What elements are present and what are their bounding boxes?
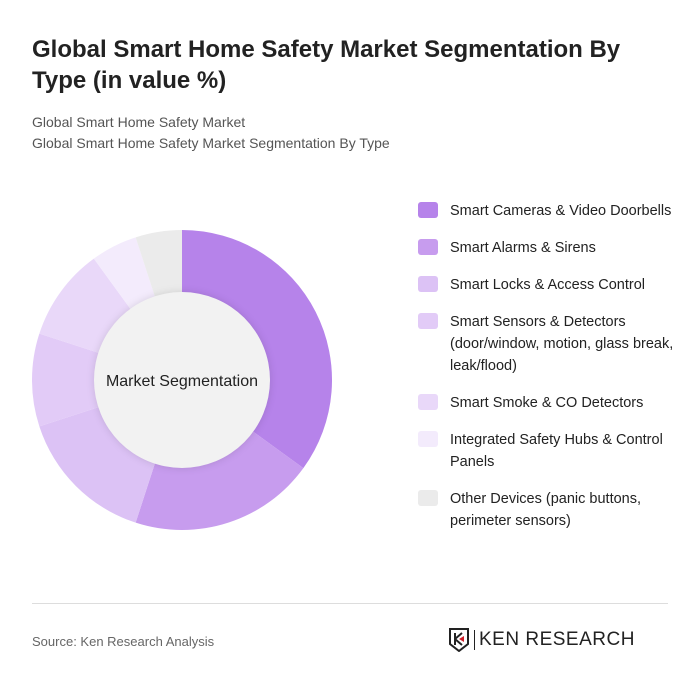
legend-swatch	[418, 276, 438, 292]
logo-icon	[449, 628, 469, 652]
legend-item: Smart Cameras & Video Doorbells	[418, 200, 678, 222]
donut-slice	[135, 230, 182, 304]
legend-label: Other Devices (panic buttons, perimeter …	[450, 491, 642, 529]
legend-label: Smart Alarms & Sirens	[450, 240, 596, 256]
chart-title: Global Smart Home Safety Market Segmenta…	[32, 36, 621, 94]
legend-label: Smart Cameras & Video Doorbells	[450, 203, 672, 219]
legend-label: Smart Smoke & CO Detectors	[450, 395, 644, 411]
legend-swatch	[418, 490, 438, 506]
legend-item: Other Devices (panic buttons, perimeter …	[418, 488, 678, 532]
source-note: Source: Ken Research Analysis	[32, 634, 215, 649]
legend-item: Integrated Safety Hubs & Control Panels	[418, 429, 678, 473]
legend: Smart Cameras & Video Doorbells Smart Ala…	[418, 200, 678, 547]
center-label: Market Segmentation	[106, 373, 258, 390]
legend-swatch	[418, 394, 438, 410]
legend-label: Smart Locks & Access Control	[450, 277, 646, 293]
donut-slice	[135, 427, 304, 530]
donut-slice	[93, 237, 158, 316]
ken-research-logo: KEN RESEARCH	[448, 628, 635, 652]
legend-swatch	[418, 202, 438, 218]
legend-label: Integrated Safety Hubs & Control Panels	[450, 432, 663, 470]
legend-item: Smart Alarms & Sirens	[418, 237, 678, 259]
legend-swatch	[418, 431, 438, 447]
divider	[32, 603, 668, 604]
legend-item: Smart Locks & Access Control	[418, 274, 678, 296]
legend-item: Smart Smoke & CO Detectors	[418, 392, 678, 414]
donut-center	[94, 292, 270, 468]
logo-text: KEN RESEARCH	[479, 629, 635, 650]
subtitle-market: Global Smart Home Safety Market	[32, 114, 246, 130]
donut-chart: Market Segmentation	[32, 230, 332, 530]
legend-swatch	[418, 239, 438, 255]
legend-item: Smart Sensors & Detectors (door/window, …	[418, 311, 678, 377]
donut-slice	[39, 404, 158, 523]
legend-label: Smart Sensors & Detectors (door/window, …	[450, 314, 674, 374]
donut-slice	[32, 333, 106, 427]
legend-swatch	[418, 313, 438, 329]
subtitle-segmentation: Global Smart Home Safety Market Segmenta…	[32, 135, 390, 151]
